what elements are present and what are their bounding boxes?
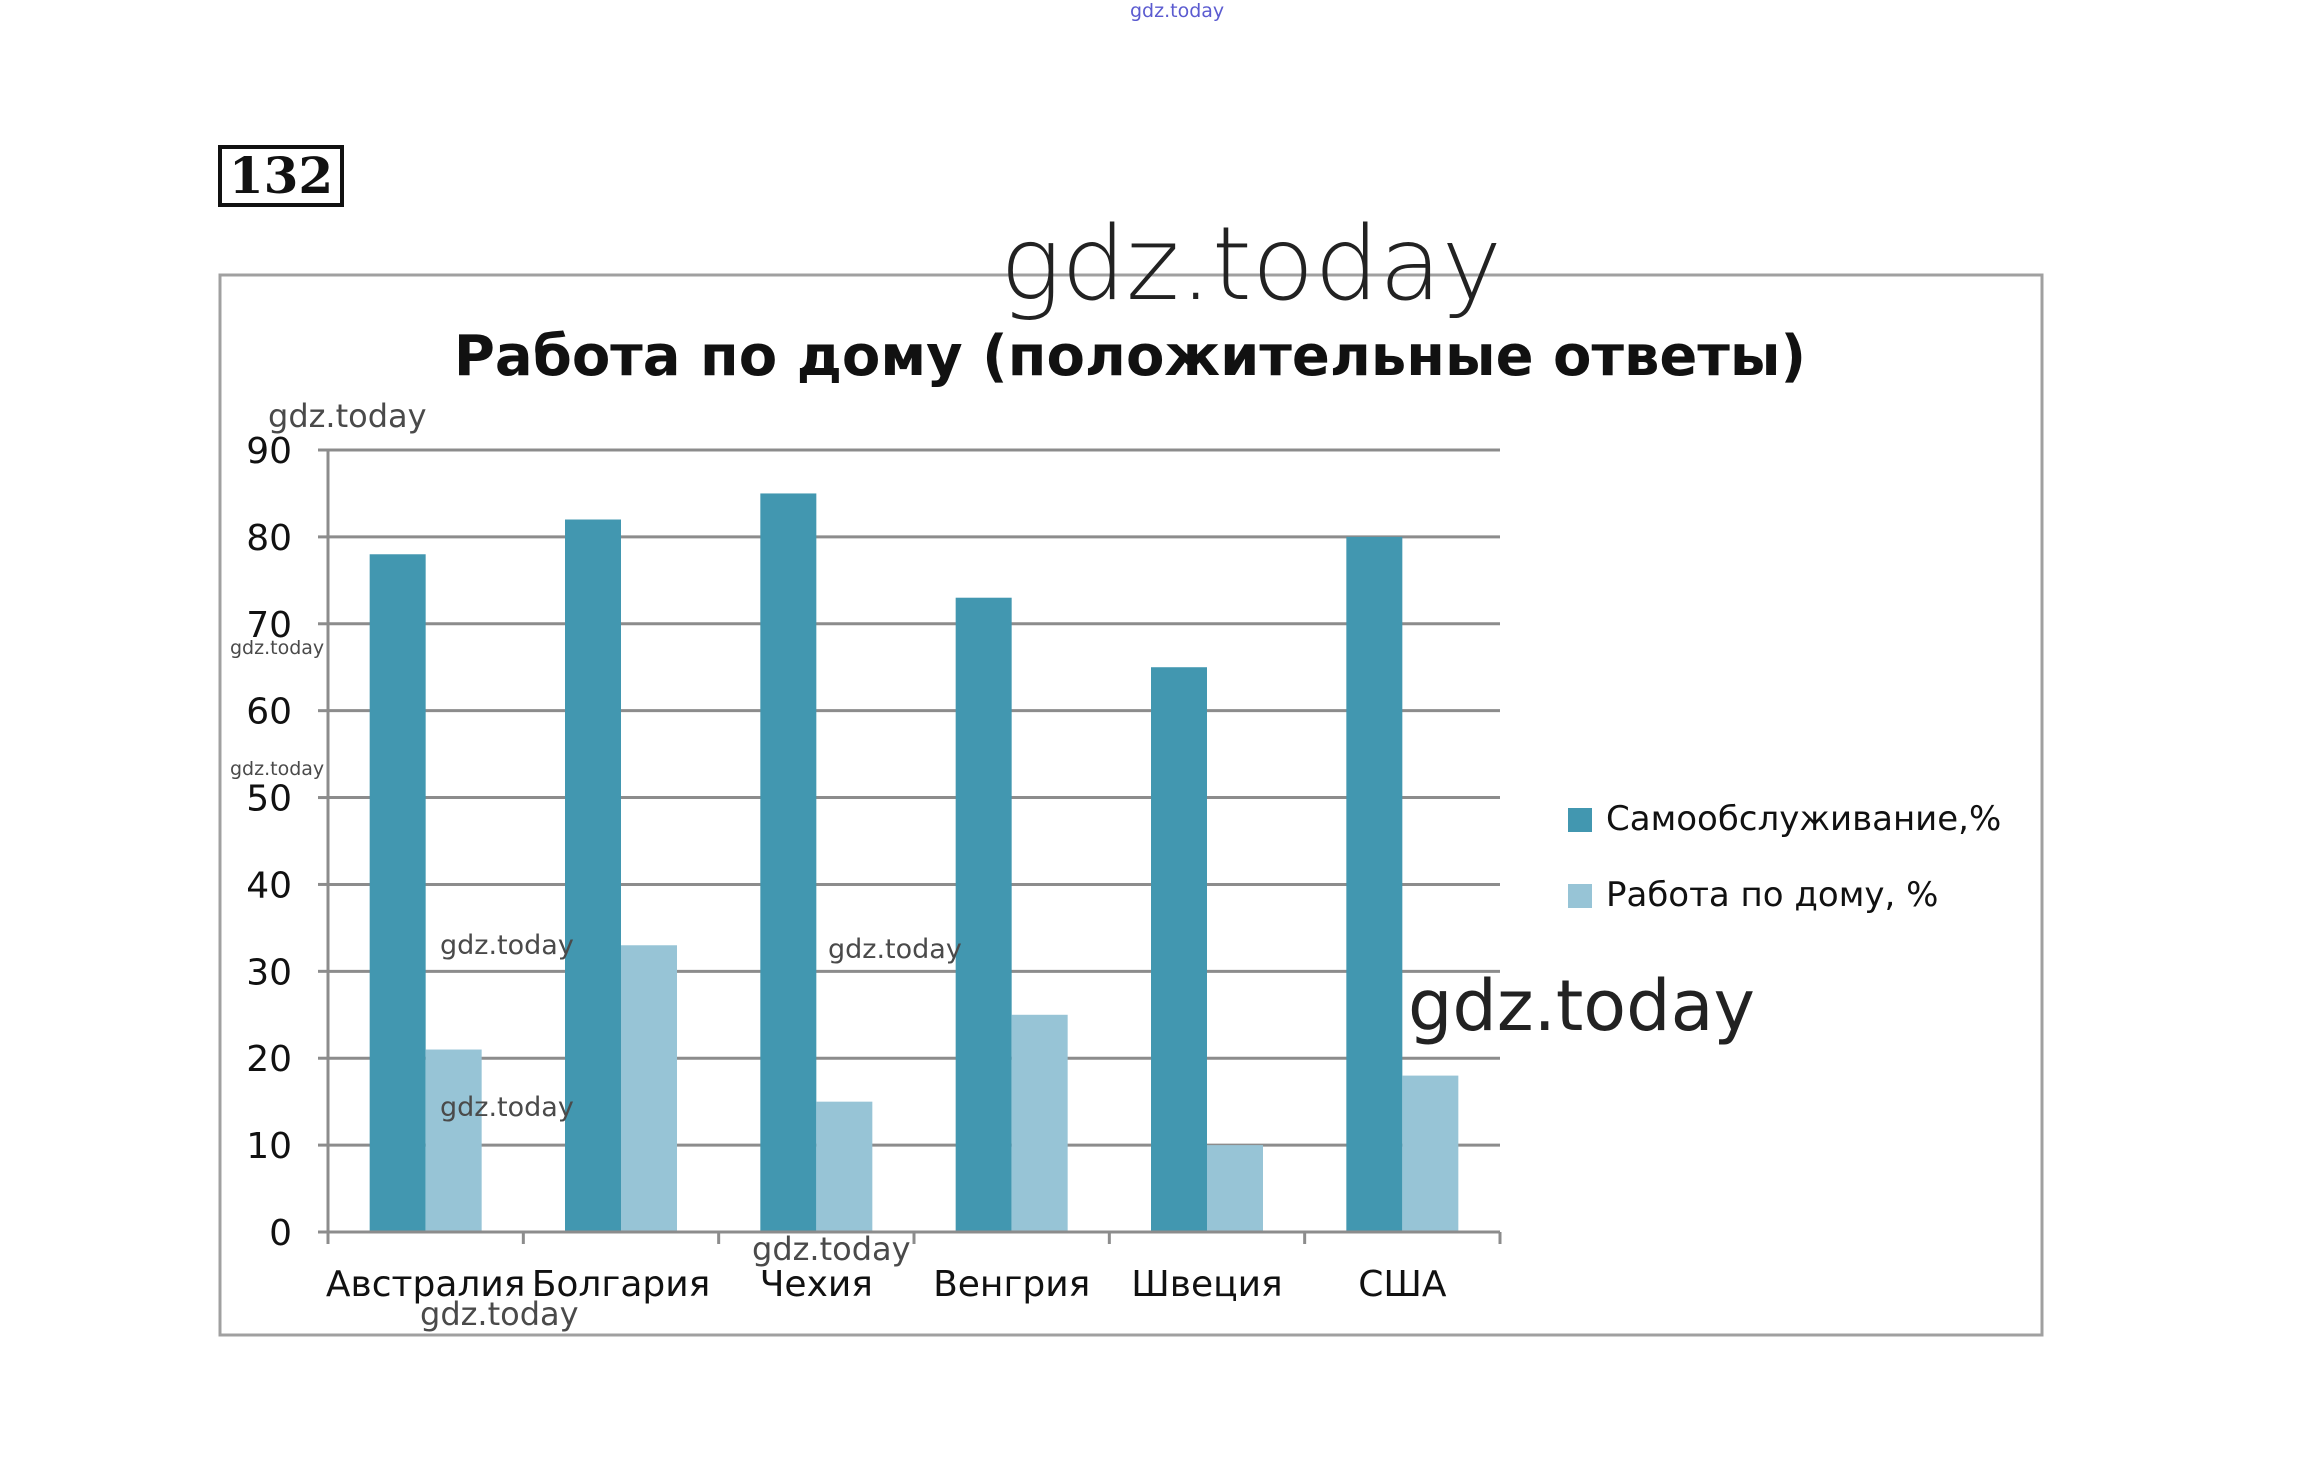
y-tick-label: 50 bbox=[246, 779, 292, 820]
bar-self-service-0 bbox=[369, 554, 426, 1232]
legend-label: Работа по дому, % bbox=[1606, 875, 1938, 915]
watermark-small: gdz.today bbox=[268, 397, 427, 435]
x-tick-label: Болгария bbox=[532, 1264, 711, 1305]
bar-housework-2 bbox=[816, 1101, 873, 1232]
y-tick-label: 80 bbox=[246, 518, 292, 559]
problem-number: 132 bbox=[218, 145, 344, 207]
y-tick-label: 40 bbox=[246, 865, 292, 906]
x-tick-label: Чехия bbox=[760, 1264, 873, 1305]
legend-swatch bbox=[1568, 808, 1592, 832]
bar-housework-3 bbox=[1011, 1014, 1068, 1232]
watermark-small: gdz.today bbox=[230, 758, 325, 780]
y-tick-label: 0 bbox=[269, 1213, 292, 1254]
legend-label: Самообслуживание,% bbox=[1606, 799, 2001, 839]
axes: 0 10 20 30 40 50 60 70 80 90 Австралия Болгария Чехи… bbox=[246, 431, 1502, 1305]
x-tick-label: Австралия bbox=[326, 1264, 526, 1305]
legend-swatch bbox=[1568, 884, 1592, 908]
bar-self-service-5 bbox=[1346, 536, 1403, 1232]
watermark-small: gdz.today bbox=[230, 637, 325, 659]
bar-self-service-4 bbox=[1151, 667, 1207, 1232]
chart-frame bbox=[218, 273, 2044, 1337]
x-tick-label: Швеция bbox=[1131, 1264, 1282, 1305]
watermark-large-title: gdz.today bbox=[1000, 205, 1502, 324]
watermark-small: gdz.today bbox=[440, 930, 574, 961]
bar-self-service-3 bbox=[955, 597, 1012, 1232]
watermark-large-legend: gdz.today bbox=[1408, 965, 1755, 1047]
y-tick-label: 60 bbox=[246, 692, 292, 733]
x-tick-label: США bbox=[1358, 1264, 1447, 1305]
watermark-small: gdz.today bbox=[440, 1092, 574, 1123]
grid-lines bbox=[328, 448, 1500, 1147]
bar-housework-1 bbox=[621, 945, 677, 1232]
watermark-small: gdz.today bbox=[828, 934, 962, 965]
chart-title: Работа по дому (положительные ответы) bbox=[454, 324, 1806, 389]
bar-self-service-2 bbox=[760, 493, 817, 1232]
y-tick-label: 30 bbox=[246, 952, 292, 993]
watermark-small: gdz.today bbox=[420, 1295, 579, 1333]
watermark-top: gdz.today bbox=[1130, 0, 1225, 22]
bars bbox=[369, 493, 1459, 1232]
y-tick-label: 20 bbox=[246, 1039, 292, 1080]
bar-housework-5 bbox=[1402, 1075, 1459, 1232]
y-tick-label: 10 bbox=[246, 1126, 292, 1167]
x-tick-label: Венгрия bbox=[933, 1264, 1090, 1305]
y-tick-label: 70 bbox=[246, 605, 292, 646]
y-tick-label: 90 bbox=[246, 431, 292, 472]
bar-housework-4 bbox=[1207, 1145, 1263, 1232]
bar-self-service-1 bbox=[565, 519, 621, 1232]
watermark-small: gdz.today bbox=[752, 1230, 911, 1268]
legend: Самообслуживание,% Работа по дому, % bbox=[1568, 799, 2001, 915]
bar-housework-0 bbox=[425, 1049, 482, 1232]
